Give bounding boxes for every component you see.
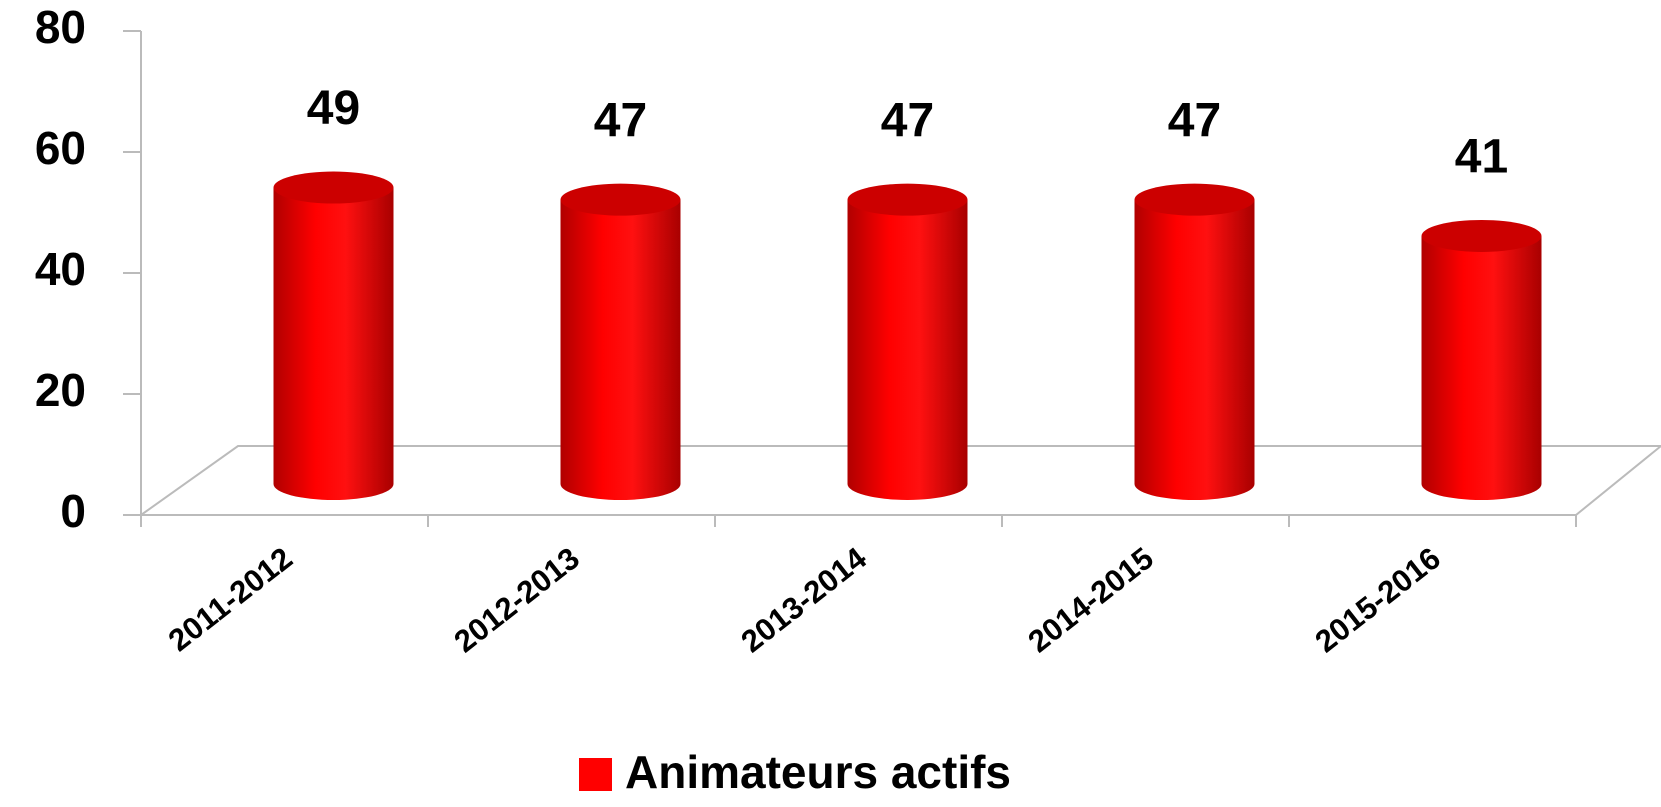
cylinder-body	[273, 187, 394, 501]
x-tick-label: 2012-2013	[447, 540, 585, 659]
value-label: 47	[594, 94, 647, 147]
y-tick-label: 20	[35, 364, 86, 416]
cylinder	[1134, 183, 1255, 500]
x-tick-label: 2013-2014	[734, 540, 873, 659]
legend-swatch	[579, 758, 612, 791]
cylinder	[1421, 219, 1542, 500]
cylinder-top	[1134, 183, 1255, 216]
cylinder	[273, 171, 394, 501]
y-tick-label: 80	[35, 1, 86, 53]
cylinder-top	[560, 183, 681, 216]
cylinder-body	[1134, 199, 1255, 500]
value-label: 49	[307, 82, 360, 135]
x-tick-label: 2014-2015	[1021, 540, 1159, 659]
y-tick-label: 0	[60, 485, 86, 537]
cylinder-top	[847, 183, 968, 216]
cylinder-body	[1421, 235, 1542, 500]
cylinder	[847, 183, 968, 500]
x-tick-label: 2011-2012	[162, 540, 299, 658]
cylinder-top	[273, 171, 394, 204]
cylinder-body	[560, 199, 681, 500]
value-label: 47	[881, 94, 934, 147]
value-label: 47	[1168, 94, 1221, 147]
cylinder-body	[847, 199, 968, 500]
value-label: 41	[1455, 131, 1508, 184]
x-tick-label: 2015-2016	[1308, 540, 1446, 659]
cylinder-top	[1421, 219, 1542, 252]
y-tick-label: 40	[35, 243, 86, 295]
legend-label: Animateurs actifs	[625, 746, 1011, 798]
cylinder	[560, 183, 681, 500]
y-tick-label: 60	[35, 122, 86, 174]
